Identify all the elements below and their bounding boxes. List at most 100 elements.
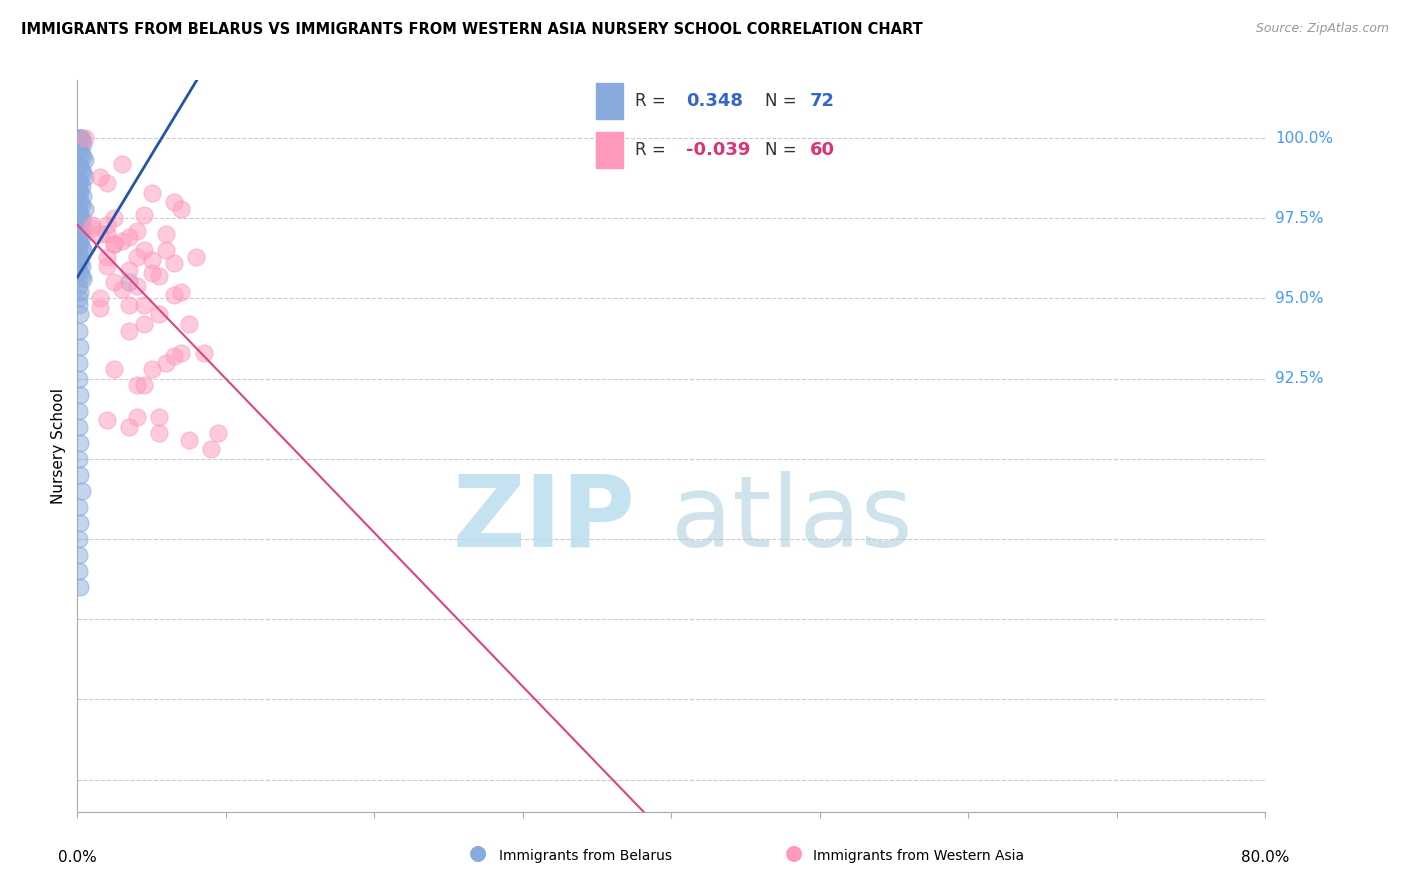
Point xyxy=(96,176,118,190)
Point xyxy=(69,256,91,270)
Point xyxy=(72,188,94,202)
Text: 0.0%: 0.0% xyxy=(58,850,97,865)
Point xyxy=(67,371,90,385)
Text: -0.039: -0.039 xyxy=(686,141,751,159)
Point xyxy=(118,419,141,434)
Point xyxy=(155,244,177,258)
Point xyxy=(67,182,90,196)
Point xyxy=(70,131,93,145)
Point xyxy=(134,208,156,222)
Point xyxy=(89,301,111,315)
Text: 80.0%: 80.0% xyxy=(1241,850,1289,865)
Point xyxy=(69,580,91,594)
Point xyxy=(103,276,125,290)
Point xyxy=(200,442,222,457)
Point xyxy=(73,202,96,216)
Text: ●: ● xyxy=(786,843,803,863)
Point xyxy=(67,548,90,562)
Point xyxy=(70,230,93,244)
Point xyxy=(69,308,91,322)
Point xyxy=(73,131,96,145)
Text: 95.0%: 95.0% xyxy=(1275,291,1323,306)
Point xyxy=(125,224,148,238)
Text: 97.5%: 97.5% xyxy=(1275,211,1323,226)
Point xyxy=(67,355,90,369)
Point xyxy=(69,186,91,200)
Point xyxy=(96,227,118,242)
Point xyxy=(69,144,91,158)
Point xyxy=(67,262,90,277)
Point xyxy=(70,147,93,161)
Point xyxy=(141,186,163,200)
Point xyxy=(70,198,93,212)
Point xyxy=(148,268,170,283)
Point xyxy=(134,317,156,331)
Point xyxy=(69,285,91,299)
Text: R =: R = xyxy=(636,93,665,111)
Point xyxy=(67,246,90,260)
Point xyxy=(67,532,90,546)
Point xyxy=(67,292,90,306)
Point xyxy=(148,308,170,322)
Point xyxy=(103,211,125,226)
Point xyxy=(118,276,141,290)
Point xyxy=(67,500,90,514)
Point xyxy=(69,236,91,251)
Point xyxy=(72,137,94,152)
Point xyxy=(72,244,94,258)
Point xyxy=(67,252,90,267)
Point xyxy=(125,278,148,293)
Point xyxy=(125,378,148,392)
Point xyxy=(67,141,90,155)
Text: ZIP: ZIP xyxy=(453,471,636,567)
Text: IMMIGRANTS FROM BELARUS VS IMMIGRANTS FROM WESTERN ASIA NURSERY SCHOOL CORRELATI: IMMIGRANTS FROM BELARUS VS IMMIGRANTS FR… xyxy=(21,22,922,37)
Point xyxy=(70,211,93,226)
Point xyxy=(69,340,91,354)
Point xyxy=(155,355,177,369)
Point xyxy=(69,195,91,210)
Point xyxy=(73,169,96,184)
Point xyxy=(125,410,148,425)
Point xyxy=(70,483,93,498)
Point xyxy=(72,166,94,180)
Point xyxy=(163,349,186,363)
Point xyxy=(177,317,200,331)
Text: Source: ZipAtlas.com: Source: ZipAtlas.com xyxy=(1256,22,1389,36)
Point xyxy=(69,218,91,232)
Point xyxy=(82,220,104,235)
Point xyxy=(67,278,90,293)
Text: 92.5%: 92.5% xyxy=(1275,371,1323,386)
Point xyxy=(170,346,193,360)
Point xyxy=(186,250,208,264)
Point xyxy=(67,157,90,171)
Point xyxy=(118,262,141,277)
Text: 72: 72 xyxy=(810,93,835,111)
Point xyxy=(141,362,163,376)
Text: ●: ● xyxy=(470,843,486,863)
Point xyxy=(207,426,229,441)
Point xyxy=(103,236,125,251)
Point xyxy=(67,564,90,578)
Point xyxy=(67,403,90,417)
Point xyxy=(111,234,134,248)
Point xyxy=(163,195,186,210)
Point xyxy=(89,169,111,184)
Point xyxy=(69,131,91,145)
Point xyxy=(69,266,91,280)
Text: 0.348: 0.348 xyxy=(686,93,744,111)
Text: atlas: atlas xyxy=(672,471,912,567)
Point xyxy=(70,179,93,194)
Point xyxy=(96,413,118,427)
Point xyxy=(155,227,177,242)
Point xyxy=(177,433,200,447)
Point xyxy=(170,285,193,299)
Point xyxy=(70,134,93,148)
Point xyxy=(70,260,93,274)
Point xyxy=(67,204,90,219)
Text: N =: N = xyxy=(765,141,796,159)
Text: N =: N = xyxy=(765,93,796,111)
Point xyxy=(69,516,91,530)
Point xyxy=(67,298,90,312)
FancyBboxPatch shape xyxy=(596,83,623,119)
Point xyxy=(82,218,104,232)
